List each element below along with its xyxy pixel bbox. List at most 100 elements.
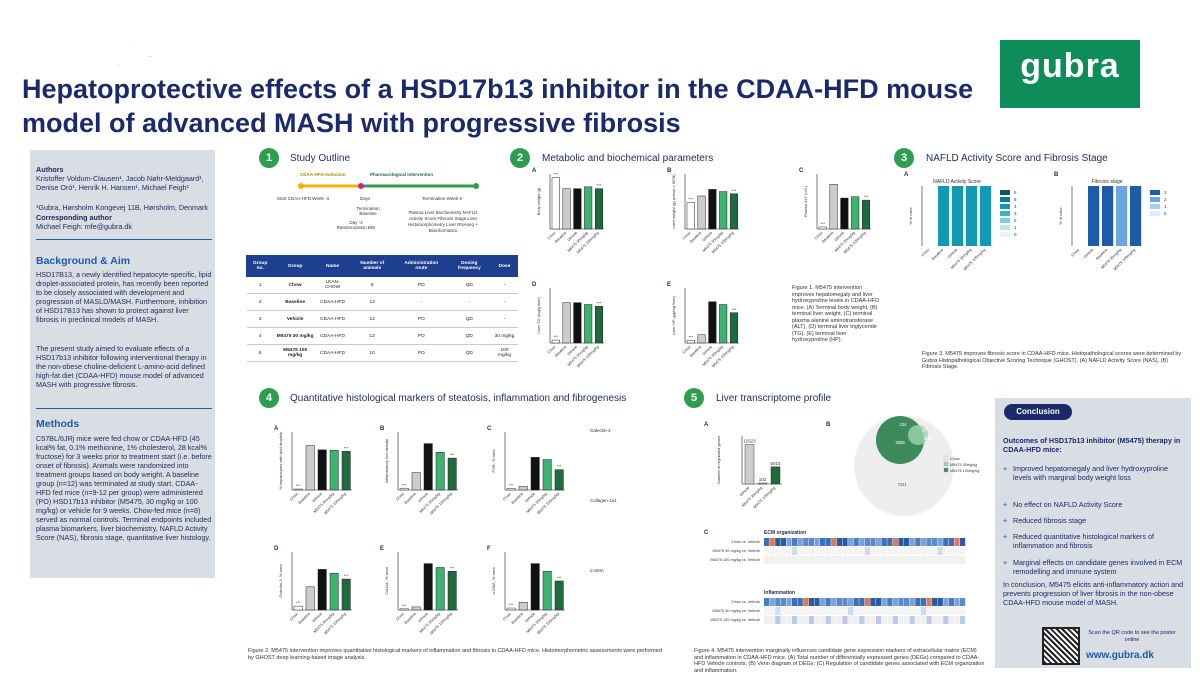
section-title-study-outline: Study Outline bbox=[290, 153, 351, 164]
heatmap-cell bbox=[932, 556, 938, 564]
tick-label: Vehicle bbox=[702, 345, 713, 356]
section-number: 4 bbox=[259, 388, 279, 408]
legend-label: 0 bbox=[1164, 211, 1167, 216]
panel-label: A bbox=[274, 426, 279, 432]
heatmap-cell bbox=[842, 556, 848, 564]
tick-label: M5475 100mg/kg bbox=[323, 492, 347, 516]
table-row: 4 M5475 30 mg/kg CDAA-HFD 12 PO QD 30 mg/kg bbox=[246, 327, 518, 345]
table-cell: 8 bbox=[348, 276, 396, 294]
sig-marker: *** bbox=[864, 194, 869, 199]
table-cell: 12 bbox=[348, 310, 396, 328]
panel-label: F bbox=[487, 546, 491, 552]
table-cell: - bbox=[491, 310, 518, 328]
legend-swatch bbox=[1000, 232, 1010, 237]
header-marks: · · · · bbox=[118, 42, 153, 67]
bullet-icon: + bbox=[1003, 558, 1008, 567]
table-header: Name bbox=[315, 255, 350, 277]
table-cell: 2 bbox=[246, 293, 274, 311]
y-axis-label: α-SMA, % area bbox=[491, 567, 496, 595]
legend-label: 0 bbox=[1014, 232, 1017, 237]
heatmap-cell bbox=[870, 547, 876, 555]
bar bbox=[329, 573, 339, 611]
heatmap-cell bbox=[780, 556, 786, 564]
heatmap-cell bbox=[909, 547, 915, 555]
heatmap-cell bbox=[864, 538, 870, 546]
heatmap-cell bbox=[876, 616, 882, 624]
bar bbox=[411, 606, 421, 611]
bar bbox=[594, 188, 604, 230]
panel-label: A bbox=[904, 172, 909, 178]
tick-label: Baseline bbox=[689, 345, 702, 358]
heatmap-cell bbox=[926, 598, 932, 606]
legend-label: Chow bbox=[950, 457, 960, 461]
heatmap-cell bbox=[937, 556, 943, 564]
heatmap-cell bbox=[887, 616, 893, 624]
tick-label: M5475 100mg/kg bbox=[429, 612, 453, 636]
tick-label: Vehicle bbox=[417, 492, 428, 503]
heatmap-cell bbox=[836, 607, 842, 615]
heatmap-cell bbox=[836, 547, 842, 555]
legend-label: 6 bbox=[1014, 190, 1017, 195]
heatmap-cell bbox=[859, 556, 865, 564]
heatmap-cell bbox=[820, 616, 826, 624]
panel-label: B bbox=[380, 426, 385, 432]
bar bbox=[329, 450, 339, 491]
heatmap-cell bbox=[764, 556, 770, 564]
heatmap-cell bbox=[814, 538, 820, 546]
tick-label: Baseline bbox=[404, 492, 417, 505]
heatmap-cell bbox=[870, 616, 876, 624]
heatmap-cell bbox=[780, 547, 786, 555]
sig-marker: *** bbox=[688, 334, 693, 339]
heatmap-cell bbox=[853, 547, 859, 555]
heatmap-cell bbox=[842, 607, 848, 615]
heatmap-cell bbox=[786, 598, 792, 606]
bar bbox=[573, 188, 582, 230]
heatmap-cell bbox=[853, 538, 859, 546]
heatmap-cell bbox=[786, 538, 792, 546]
tick-label: Chow bbox=[921, 248, 931, 258]
heatmap-cell bbox=[960, 556, 966, 564]
legend-label: M5475 100mg/kg bbox=[950, 469, 979, 473]
data-label: 5015 bbox=[770, 461, 781, 466]
bullet-icon: + bbox=[1003, 516, 1008, 525]
bar bbox=[757, 482, 768, 485]
heatmap-cell bbox=[814, 598, 820, 606]
heatmap-cell bbox=[909, 556, 915, 564]
table-cell: Vehicle bbox=[273, 310, 317, 328]
section-title-transcriptome: Liver transcriptome profile bbox=[716, 393, 832, 404]
conclusion-panel bbox=[995, 398, 1191, 668]
heatmap-cell bbox=[842, 538, 848, 546]
legend-label: 3 bbox=[1014, 211, 1017, 216]
heatmap-cell bbox=[892, 556, 898, 564]
bar bbox=[562, 302, 571, 344]
section-title-nafld: NAFLD Activity Score and Fibrosis Stage bbox=[926, 153, 1108, 164]
heatmap-cell bbox=[780, 607, 786, 615]
heatmap-cell bbox=[960, 598, 966, 606]
heatmap-cell bbox=[769, 538, 775, 546]
corresponding-label: Corresponding author bbox=[36, 213, 112, 222]
legend-label: 1 bbox=[1164, 204, 1167, 209]
venn-circle-dose30 bbox=[908, 425, 928, 445]
heatmap-cell bbox=[769, 616, 775, 624]
heatmap-title: ECM organization bbox=[764, 530, 806, 536]
chart-title: NAFLD Activity Score bbox=[933, 179, 981, 185]
timeline-intervention: Pharmacological intervention bbox=[370, 172, 434, 177]
heatmap-cell bbox=[920, 547, 926, 555]
bar bbox=[506, 488, 516, 491]
heatmap-cell bbox=[887, 607, 893, 615]
website-link[interactable]: www.gubra.dk bbox=[1086, 650, 1154, 661]
heatmap-cell bbox=[842, 547, 848, 555]
qr-code[interactable] bbox=[1042, 627, 1080, 665]
heatmap-cell bbox=[920, 598, 926, 606]
heatmap-cell bbox=[943, 607, 949, 615]
conclusion-intro: Outcomes of HSD17b13 inhibitor (M5475) t… bbox=[1003, 436, 1181, 454]
heatmap-cell bbox=[775, 556, 781, 564]
bar bbox=[584, 186, 593, 230]
panel-label: D bbox=[274, 546, 279, 552]
legend-swatch bbox=[1150, 211, 1160, 216]
heatmap-cell bbox=[842, 598, 848, 606]
heatmap-cell bbox=[780, 616, 786, 624]
heatmap-cell bbox=[853, 598, 859, 606]
heatmap-cell bbox=[915, 616, 921, 624]
section-title-histology: Quantitative histological markers of ste… bbox=[290, 393, 627, 404]
